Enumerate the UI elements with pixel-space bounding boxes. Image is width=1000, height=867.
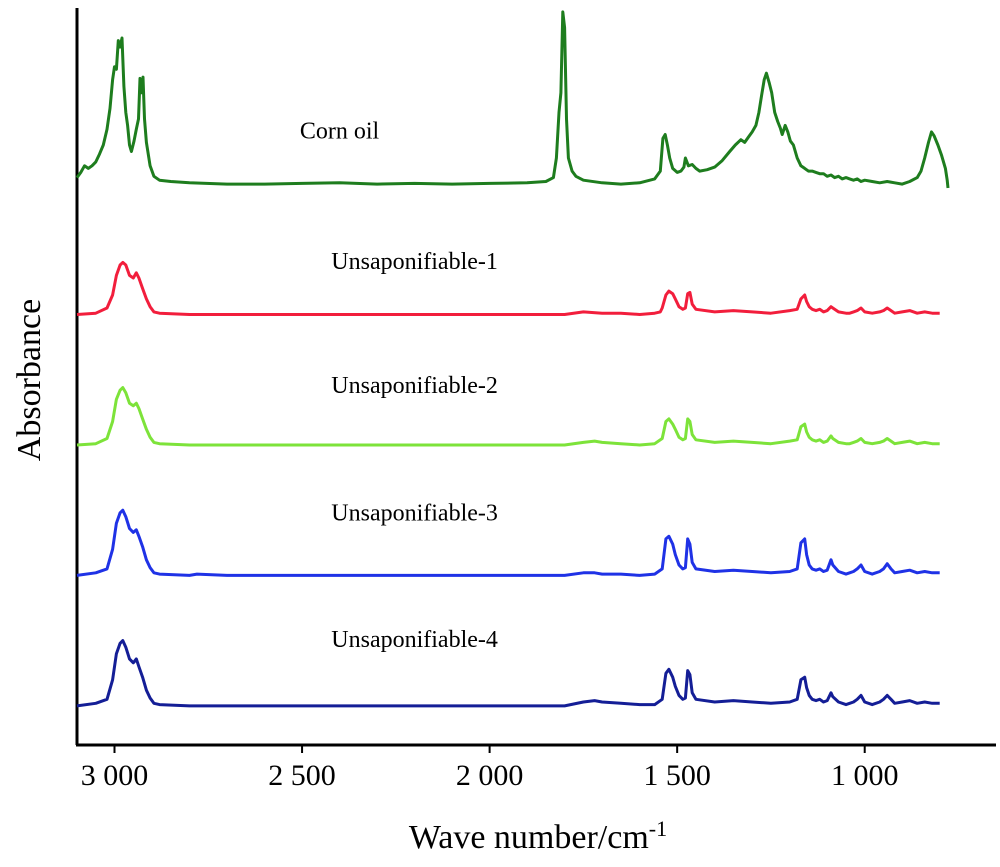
x-tick-label: 2 500 (268, 759, 336, 792)
x-tick-label: 2 000 (456, 759, 524, 792)
x-tick-label: 1 000 (831, 759, 899, 792)
x-axis-title: Wave number/cm-1 (409, 816, 667, 856)
series-line-unsaponifiable-2 (76, 386, 940, 447)
x-ticks: 3 000 2 500 2 000 1 500 1 000 (81, 745, 899, 792)
x-tick-label: 3 000 (81, 759, 149, 792)
series-labels: Corn oil Unsaponifiable-1 Unsaponifiable-2… (300, 118, 498, 653)
series-label-unsaponifiable-2: Unsaponifiable-2 (331, 373, 498, 399)
x-axis-title-text: Wave number/cm (409, 819, 649, 856)
series-line-unsaponifiable-4 (76, 639, 940, 708)
series-label-unsaponifiable-3: Unsaponifiable-3 (331, 501, 498, 527)
series-line-unsaponifiable-3 (76, 508, 940, 577)
series-line-corn-oil (75, 10, 950, 189)
axes (75, 8, 996, 747)
y-axis-title: Absorbance (11, 299, 48, 461)
series-label-unsaponifiable-1: Unsaponifiable-1 (331, 249, 498, 275)
x-tick-label: 1 500 (643, 759, 711, 792)
series-lines (75, 10, 950, 708)
series-label-unsaponifiable-4: Unsaponifiable-4 (331, 627, 498, 653)
series-line-unsaponifiable-1 (76, 260, 940, 316)
x-axis-title-superscript: -1 (649, 816, 667, 841)
series-label-corn-oil: Corn oil (300, 118, 380, 144)
